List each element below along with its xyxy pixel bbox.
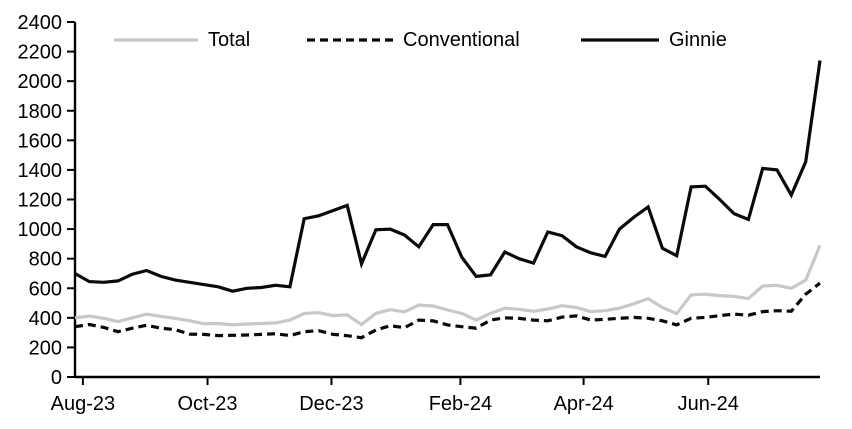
x-axis-label: Jun-24: [678, 393, 739, 415]
x-axis-label: Apr-24: [554, 393, 614, 415]
y-axis-label: 1200: [18, 190, 63, 212]
x-axis-label: Oct-23: [178, 393, 238, 415]
y-axis-label: 1400: [18, 160, 63, 182]
y-axis-label: 400: [29, 308, 62, 330]
conventional-line: [74, 281, 821, 340]
x-axis-label: Dec-23: [299, 393, 363, 415]
y-axis-label: 600: [29, 278, 62, 300]
y-axis-label: 2200: [18, 42, 63, 64]
y-axis-label: 800: [29, 249, 62, 271]
y-axis-label: 2400: [18, 12, 63, 34]
y-axis-label: 1000: [18, 219, 63, 241]
y-axis-label: 1600: [18, 130, 63, 152]
y-axis-label: 2000: [18, 71, 63, 93]
y-axis-label: 1800: [18, 101, 63, 123]
y-axis-label: 0: [51, 367, 62, 389]
ginnie-line: [74, 60, 822, 293]
x-axis-label: Aug-23: [51, 393, 116, 415]
x-axis-label: Feb-24: [429, 393, 492, 415]
y-axis-label: 200: [29, 337, 62, 359]
total-line: [74, 244, 822, 327]
